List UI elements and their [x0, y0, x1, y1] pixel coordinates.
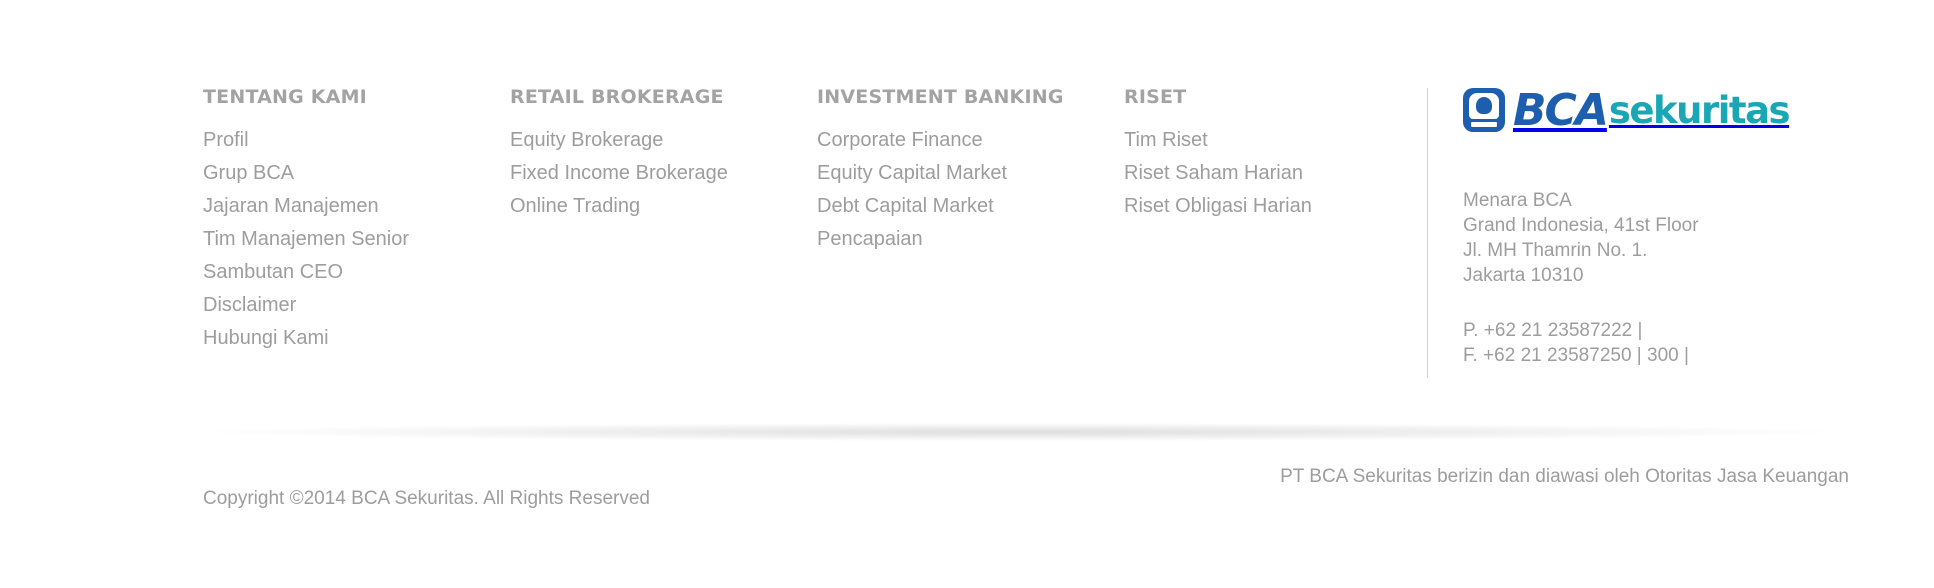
- footer-column-riset: RISET Tim Riset Riset Saham Harian Riset…: [1124, 86, 1312, 223]
- link-list: Equity Brokerage Fixed Income Brokerage …: [510, 124, 728, 223]
- footer-link-grup-bca[interactable]: Grup BCA: [203, 162, 295, 184]
- address-line: Grand Indonesia, 41st Floor: [1463, 215, 1699, 236]
- footer-link-equity-capital-market[interactable]: Equity Capital Market: [817, 162, 1008, 184]
- address-line: Menara BCA: [1463, 190, 1572, 211]
- footer-link-jajaran-manajemen[interactable]: Jajaran Manajemen: [203, 195, 379, 217]
- column-title: INVESTMENT BANKING: [817, 86, 1064, 108]
- footer-column-tentang-kami: TENTANG KAMI Profil Grup BCA Jajaran Man…: [203, 86, 409, 355]
- footer-link-fixed-income-brokerage[interactable]: Fixed Income Brokerage: [510, 162, 728, 184]
- logo-text-bca: BCA: [1513, 84, 1609, 136]
- company-address: Menara BCA Grand Indonesia, 41st Floor J…: [1463, 188, 1699, 288]
- fax-number: F. +62 21 23587250 | 300 |: [1463, 345, 1689, 366]
- footer-column-retail-brokerage: RETAIL BROKERAGE Equity Brokerage Fixed …: [510, 86, 728, 223]
- footer-link-riset-obligasi-harian[interactable]: Riset Obligasi Harian: [1124, 195, 1312, 217]
- phone-number: P. +62 21 23587222 |: [1463, 320, 1643, 341]
- link-list: Corporate Finance Equity Capital Market …: [817, 124, 1064, 256]
- footer-link-sambutan-ceo[interactable]: Sambutan CEO: [203, 261, 344, 283]
- footer-column-investment-banking: INVESTMENT BANKING Corporate Finance Equ…: [817, 86, 1064, 256]
- footer-link-pencapaian[interactable]: Pencapaian: [817, 228, 923, 250]
- bca-sekuritas-logo[interactable]: BCA sekuritas: [1463, 84, 1791, 136]
- column-title: TENTANG KAMI: [203, 86, 367, 108]
- vertical-divider: [1427, 88, 1428, 378]
- footer-link-equity-brokerage[interactable]: Equity Brokerage: [510, 129, 664, 151]
- license-notice: PT BCA Sekuritas berizin dan diawasi ole…: [1280, 466, 1849, 487]
- address-line: Jl. MH Thamrin No. 1.: [1463, 240, 1648, 261]
- footer-link-profil[interactable]: Profil: [203, 129, 249, 151]
- footer-link-corporate-finance[interactable]: Corporate Finance: [817, 129, 983, 151]
- column-title: RISET: [1124, 86, 1187, 108]
- address-line: Jakarta 10310: [1463, 265, 1584, 286]
- footer-link-debt-capital-market[interactable]: Debt Capital Market: [817, 195, 994, 217]
- footer-link-tim-riset[interactable]: Tim Riset: [1124, 129, 1208, 151]
- bca-emblem-icon: [1463, 88, 1505, 132]
- link-list: Profil Grup BCA Jajaran Manajemen Tim Ma…: [203, 124, 409, 355]
- company-contact: P. +62 21 23587222 | F. +62 21 23587250 …: [1463, 318, 1689, 368]
- footer-separator: [210, 423, 1830, 441]
- footer-link-tim-manajemen-senior[interactable]: Tim Manajemen Senior: [203, 228, 410, 250]
- copyright-text: Copyright ©2014 BCA Sekuritas. All Right…: [203, 488, 650, 509]
- logo-text-sekuritas: sekuritas: [1608, 88, 1791, 132]
- footer-link-riset-saham-harian[interactable]: Riset Saham Harian: [1124, 162, 1303, 184]
- footer-link-online-trading[interactable]: Online Trading: [510, 195, 641, 217]
- footer-link-hubungi-kami[interactable]: Hubungi Kami: [203, 327, 329, 349]
- link-list: Tim Riset Riset Saham Harian Riset Oblig…: [1124, 124, 1312, 223]
- column-title: RETAIL BROKERAGE: [510, 86, 724, 108]
- footer-link-disclaimer[interactable]: Disclaimer: [203, 294, 297, 316]
